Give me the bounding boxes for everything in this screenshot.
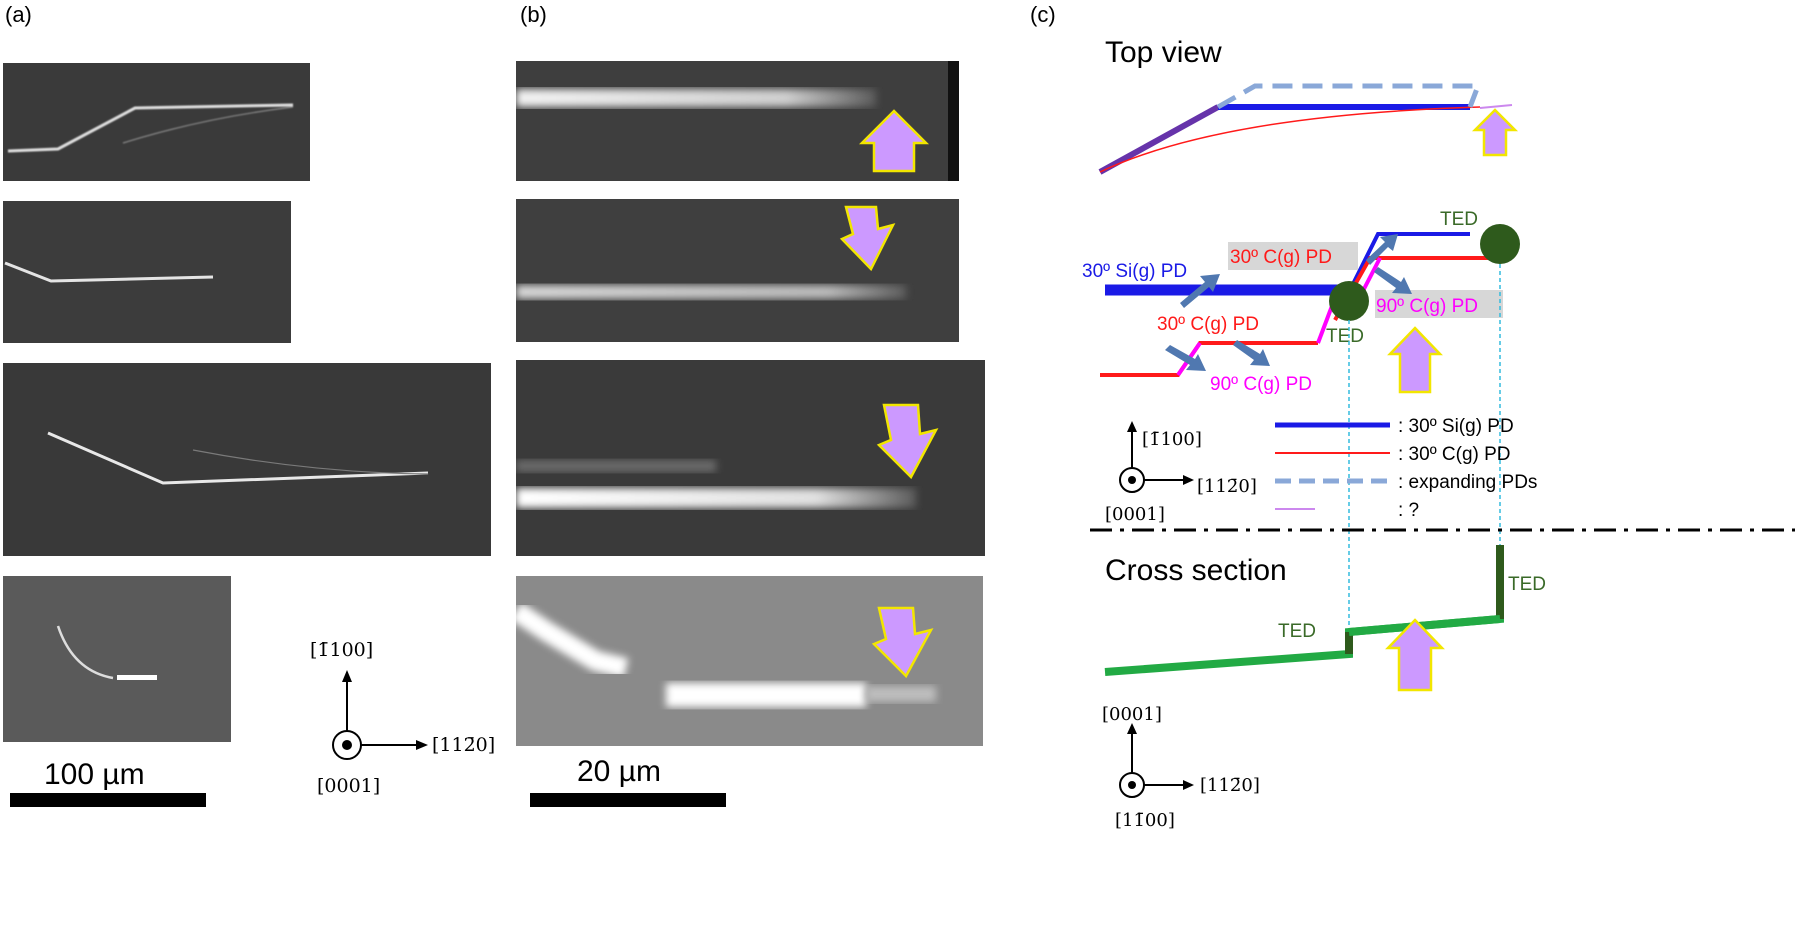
- arrow-up-top-view: [1471, 108, 1519, 157]
- micrograph-a1: [3, 63, 310, 181]
- ted-circle-upper: [1480, 224, 1520, 264]
- micrograph-a2: [3, 201, 291, 343]
- top-view-c-pd-line: [1099, 106, 1481, 173]
- legend-item-3: : ?: [1398, 500, 1419, 521]
- axis-label-a-out: [0001]: [317, 775, 380, 797]
- cross-section-title: Cross section: [1105, 554, 1287, 587]
- legend-item-0: : 30º Si(g) PD: [1398, 416, 1514, 437]
- scale-label-a: 100 µm: [44, 758, 145, 791]
- legend-item-1: : 30º C(g) PD: [1398, 444, 1511, 465]
- micrograph-b3: [516, 360, 985, 556]
- arrow-up-cross-section: [1385, 618, 1445, 692]
- legend: : 30º Si(g) PD : 30º C(g) PD : expanding…: [1275, 416, 1537, 521]
- axis-top-right: [112̄0]: [1197, 476, 1257, 497]
- micrograph-a3: [3, 363, 491, 556]
- top-view-expanding-line: [1216, 83, 1482, 110]
- arrow-up-b1: [858, 109, 930, 173]
- label-ted-upper: TED: [1440, 209, 1478, 230]
- micrograph-b4: [516, 576, 983, 746]
- top-view-title: Top view: [1105, 36, 1222, 69]
- axis-top-out: [0001]: [1105, 504, 1165, 525]
- label-90-pd-lower: 90º C(g) PD: [1210, 374, 1312, 395]
- motion-arrows: [1165, 234, 1412, 371]
- arrow-up-middle: [1387, 326, 1443, 394]
- diagram-c: Top view Cross section 30º Si(g) PD 30º …: [1082, 36, 1795, 831]
- label-c-pd-lower: 30º C(g) PD: [1157, 314, 1259, 335]
- axis-top-up: [1̄100]: [1142, 429, 1202, 450]
- micrograph-b1: [516, 61, 959, 181]
- label-ted-cs-left: TED: [1278, 621, 1316, 642]
- axis-label-a-right: [112̄0]: [432, 734, 495, 756]
- legend-item-2: : expanding PDs: [1398, 472, 1537, 493]
- label-90-pd-upper: 90º C(g) PD: [1376, 296, 1478, 317]
- scale-bar-b: [530, 793, 726, 807]
- top-view-purple-segment: [1098, 104, 1220, 175]
- axis-label-a-up: [1̄100]: [310, 639, 373, 661]
- ted-circle-lower: [1329, 281, 1369, 321]
- axis-cross-up: [0001]: [1102, 704, 1162, 725]
- label-si-pd: 30º Si(g) PD: [1082, 261, 1187, 282]
- micrograph-b2: [516, 199, 959, 342]
- label-c-pd-upper: 30º C(g) PD: [1230, 247, 1332, 268]
- micrograph-a4: [3, 576, 231, 742]
- axis-indicator-a: [1̄100] [112̄0] [0001]: [310, 639, 495, 797]
- axis-cross-out: [11̄00]: [1115, 810, 1175, 831]
- panel-label-a: (a): [5, 2, 32, 27]
- top-view-unknown-line: [1479, 104, 1513, 109]
- label-ted-cs-right: TED: [1508, 574, 1546, 595]
- panel-label-c: (c): [1030, 2, 1056, 27]
- panel-label-b: (b): [520, 2, 547, 27]
- scale-bar-a: [10, 793, 206, 807]
- label-ted-lower: TED: [1326, 326, 1364, 347]
- scale-label-b: 20 µm: [577, 755, 661, 788]
- axis-cross-right: [112̄0]: [1200, 775, 1260, 796]
